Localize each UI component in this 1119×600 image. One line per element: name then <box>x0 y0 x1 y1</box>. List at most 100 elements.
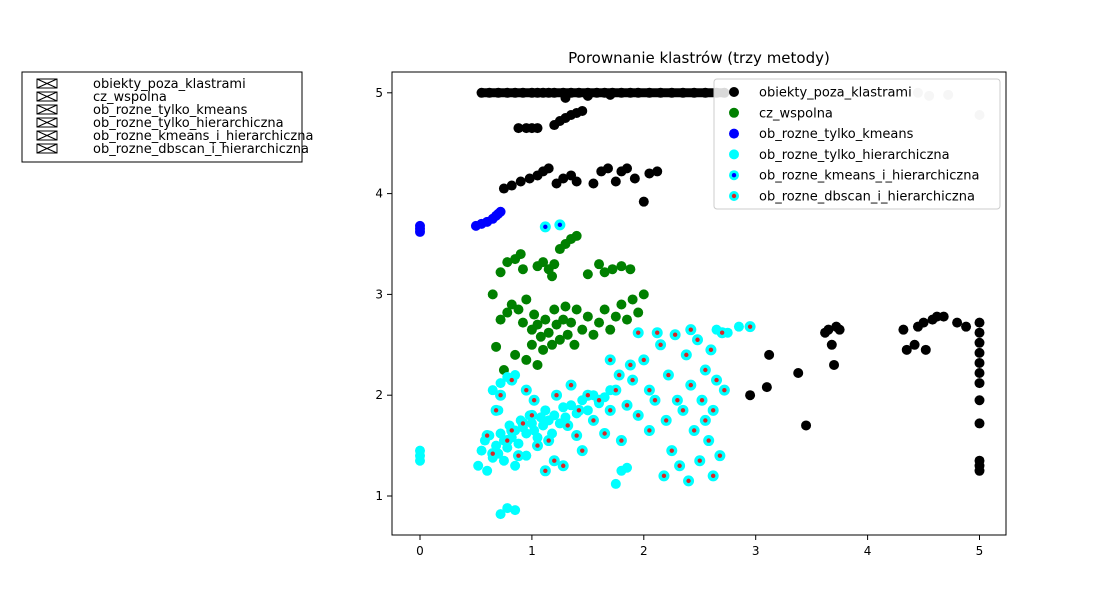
point-core-ob_rozne_dbscan_i_hierarchiczna <box>703 418 708 423</box>
point-obiekty_poza_klastrami <box>952 317 963 328</box>
legend-left-label: obiekty_poza_klastrami <box>93 77 246 92</box>
point-obiekty_poza_klastrami <box>549 87 560 98</box>
point-core-ob_rozne_dbscan_i_hierarchiczna <box>554 393 559 398</box>
x-axis: 0 1 2 3 4 5 <box>416 535 983 558</box>
point-core-ob_rozne_dbscan_i_hierarchiczna <box>546 438 551 443</box>
point-cz_wspolna <box>616 299 627 310</box>
point-cz_wspolna <box>547 271 558 282</box>
point-ob_rozne_tylko_hierarchiczna <box>510 460 521 471</box>
point-cz_wspolna <box>502 307 513 318</box>
legend-main-marker <box>729 107 739 118</box>
x-tick-label: 1 <box>528 544 536 558</box>
point-ob_rozne_tylko_hierarchiczna <box>491 440 502 451</box>
point-ob_rozne_tylko_hierarchiczna <box>502 503 513 514</box>
point-core-ob_rozne_dbscan_i_hierarchiczna <box>703 367 708 373</box>
point-cz_wspolna <box>532 359 543 370</box>
point-core-ob_rozne_dbscan_i_hierarchiczna <box>710 408 716 413</box>
point-core-ob_rozne_dbscan_i_hierarchiczna <box>616 372 622 378</box>
point-core-ob_rozne_dbscan_i_hierarchiczna <box>647 428 652 433</box>
point-core-ob_rozne_dbscan_i_hierarchiczna <box>706 438 711 443</box>
legend-left-frame <box>21 71 303 163</box>
legend-left-label: ob_rozne_tylko_kmeans <box>93 103 248 118</box>
point-obiekty_poza_klastrami <box>918 317 929 328</box>
point-core-ob_rozne_dbscan_i_hierarchiczna <box>658 342 663 347</box>
point-obiekty_poza_klastrami <box>974 465 985 476</box>
point-cz_wspolna <box>582 311 593 322</box>
point-core-ob_rozne_dbscan_i_hierarchiczna <box>655 330 660 335</box>
point-obiekty_poza_klastrami <box>920 344 931 355</box>
y-tick-label: 2 <box>375 388 383 402</box>
y-tick-label: 5 <box>375 86 383 100</box>
point-core-ob_rozne_dbscan_i_hierarchiczna <box>688 382 693 388</box>
point-core-ob_rozne_dbscan_i_hierarchiczna <box>722 387 727 393</box>
legend-main-marker <box>729 87 739 97</box>
point-ob_rozne_tylko_hierarchiczna <box>610 478 621 489</box>
point-cz_wspolna <box>588 329 599 340</box>
chart-title: Porownanie klastrów (trzy metody) <box>568 49 830 67</box>
legend-main-label: ob_rozne_tylko_hierarchiczna <box>759 148 950 163</box>
point-obiekty_poza_klastrami <box>764 349 775 360</box>
point-cz_wspolna <box>538 257 549 268</box>
point-core-ob_rozne_dbscan_i_hierarchiczna <box>619 438 624 443</box>
point-core-ob_rozne_dbscan_i_hierarchiczna <box>543 468 548 473</box>
point-core-ob_rozne_dbscan_i_hierarchiczna <box>747 324 753 329</box>
point-obiekty_poza_klastrami <box>625 87 636 98</box>
point-obiekty_poza_klastrami <box>543 163 554 174</box>
point-obiekty_poza_klastrami <box>666 87 677 98</box>
point-core-ob_rozne_dbscan_i_hierarchiczna <box>695 337 700 342</box>
point-core-ob_rozne_dbscan_i_hierarchiczna <box>630 377 635 383</box>
point-cz_wspolna <box>510 349 521 360</box>
point-cz_wspolna <box>599 267 610 278</box>
point-core-ob_rozne_dbscan_i_hierarchiczna <box>591 418 596 423</box>
point-obiekty_poza_klastrami <box>901 344 912 355</box>
point-core-ob_rozne_dbscan_i_hierarchiczna <box>561 463 566 468</box>
point-obiekty_poza_klastrami <box>629 173 640 184</box>
point-ob_rozne_tylko_hierarchiczna <box>582 405 593 416</box>
x-tick-label: 3 <box>752 544 760 558</box>
point-cz_wspolna <box>487 289 498 300</box>
point-cz_wspolna <box>495 314 506 325</box>
point-cz_wspolna <box>610 311 621 322</box>
point-obiekty_poza_klastrami <box>524 173 535 184</box>
point-ob_rozne_tylko_hierarchiczna <box>532 432 543 443</box>
point-cz_wspolna <box>616 261 627 272</box>
point-obiekty_poza_klastrami <box>616 87 627 98</box>
point-obiekty_poza_klastrami <box>610 176 621 187</box>
point-core-ob_rozne_dbscan_i_hierarchiczna <box>647 387 652 393</box>
legend-main: obiekty_poza_klastrami cz_wspolna ob_rozne… <box>713 78 1001 210</box>
point-obiekty_poza_klastrami <box>506 180 517 191</box>
point-obiekty_poza_klastrami <box>558 173 569 184</box>
point-core-ob_rozne_kmeans_i_hierarchiczna <box>557 222 563 228</box>
point-cz_wspolna <box>594 259 605 270</box>
point-cz_wspolna <box>633 307 644 318</box>
point-core-ob_rozne_dbscan_i_hierarchiczna <box>613 387 619 393</box>
point-cz_wspolna <box>571 230 582 241</box>
point-ob_rozne_tylko_hierarchiczna <box>513 438 524 449</box>
point-ob_rozne_tylko_hierarchiczna <box>622 462 633 473</box>
point-cz_wspolna <box>502 257 513 268</box>
point-core-ob_rozne_dbscan_i_hierarchiczna <box>524 387 529 393</box>
point-ob_rozne_tylko_hierarchiczna <box>495 509 506 520</box>
point-cz_wspolna <box>622 314 633 325</box>
legend-left-marker <box>36 130 58 141</box>
legend-main-marker <box>729 128 739 139</box>
point-cz_wspolna <box>577 324 588 335</box>
point-obiekty_poza_klastrami <box>602 163 613 174</box>
point-cz_wspolna <box>605 324 616 335</box>
point-core-ob_rozne_dbscan_i_hierarchiczna <box>680 408 686 413</box>
point-cz_wspolna <box>638 289 649 300</box>
point-core-ob_rozne_dbscan_i_hierarchiczna <box>596 398 602 403</box>
point-cz_wspolna <box>543 327 554 338</box>
point-core-ob_rozne_dbscan_i_hierarchiczna <box>688 327 693 332</box>
point-obiekty_poza_klastrami <box>974 357 985 368</box>
point-core-ob_rozne_dbscan_i_hierarchiczna <box>691 428 697 433</box>
legend-left-label: cz_wspolna <box>93 90 167 105</box>
point-obiekty_poza_klastrami <box>974 337 985 348</box>
point-cz_wspolna <box>540 314 551 325</box>
point-core-ob_rozne_dbscan_i_hierarchiczna <box>686 478 691 484</box>
legend-left: obiekty_poza_klastramicz_wspolnaob_rozne… <box>21 71 313 163</box>
point-obiekty_poza_klastrami <box>644 87 655 98</box>
point-cz_wspolna <box>517 317 528 328</box>
point-cz_wspolna <box>532 319 543 330</box>
point-ob_rozne_tylko_hierarchiczna <box>482 465 493 476</box>
